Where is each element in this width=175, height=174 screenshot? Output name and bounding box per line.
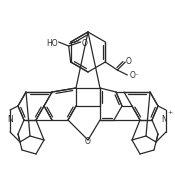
Text: HO: HO [46, 38, 58, 48]
Text: +: + [167, 109, 173, 114]
Text: O⁻: O⁻ [129, 72, 139, 81]
Text: O: O [126, 57, 132, 65]
Text: O: O [82, 38, 88, 48]
Text: N: N [161, 116, 167, 125]
Text: N: N [7, 116, 13, 125]
Text: O: O [85, 136, 91, 145]
